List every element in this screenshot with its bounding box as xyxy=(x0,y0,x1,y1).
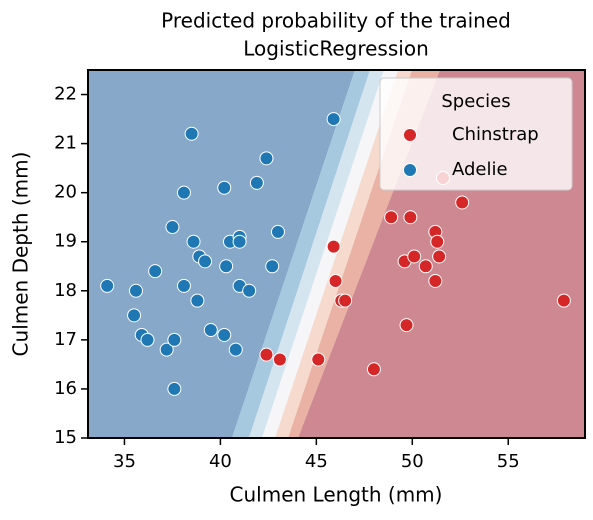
data-point xyxy=(326,112,341,127)
data-point xyxy=(259,347,274,362)
contour-band xyxy=(232,70,370,438)
data-point xyxy=(430,234,445,249)
data-point xyxy=(176,185,191,200)
y-tick-label: 19 xyxy=(54,231,77,252)
x-tick-label: 35 xyxy=(113,451,136,472)
data-point xyxy=(326,239,341,254)
data-point xyxy=(311,352,326,367)
chart-title: Predicted probability of the trained xyxy=(161,9,511,33)
data-point xyxy=(165,220,180,235)
data-point xyxy=(265,259,280,274)
y-tick-label: 17 xyxy=(54,329,77,350)
y-tick-label: 16 xyxy=(54,378,77,399)
legend-label: Adelie xyxy=(452,159,508,180)
contour-band xyxy=(262,70,398,438)
data-point xyxy=(418,259,433,274)
data-point xyxy=(217,327,232,342)
legend-label: Chinstrap xyxy=(452,124,539,145)
data-point xyxy=(219,259,234,274)
data-point xyxy=(249,175,264,190)
y-tick-label: 22 xyxy=(54,84,77,105)
data-point xyxy=(190,293,205,308)
data-point xyxy=(455,195,470,210)
data-point xyxy=(100,278,115,293)
chart-title: LogisticRegression xyxy=(243,37,429,61)
data-point xyxy=(338,293,353,308)
data-point xyxy=(270,224,285,239)
data-point xyxy=(403,210,418,225)
data-point xyxy=(140,332,155,347)
data-point xyxy=(556,293,571,308)
legend-title: Species xyxy=(441,91,510,112)
data-point xyxy=(176,278,191,293)
data-point xyxy=(184,126,199,141)
data-point xyxy=(242,283,257,298)
y-tick-label: 20 xyxy=(54,182,77,203)
legend-marker xyxy=(403,163,417,177)
data-point xyxy=(366,362,381,377)
data-point xyxy=(384,210,399,225)
data-point xyxy=(428,273,443,288)
contour-band xyxy=(249,70,384,438)
data-point xyxy=(167,332,182,347)
legend-marker xyxy=(403,128,417,142)
data-point xyxy=(159,342,174,357)
x-axis-label: Culmen Length (mm) xyxy=(230,483,443,507)
data-point xyxy=(328,273,343,288)
data-point xyxy=(148,264,163,279)
data-point xyxy=(217,180,232,195)
x-tick-label: 55 xyxy=(497,451,520,472)
data-point xyxy=(232,234,247,249)
data-point xyxy=(186,234,201,249)
contour-band xyxy=(88,70,355,438)
data-point xyxy=(127,308,142,323)
y-tick-label: 21 xyxy=(54,133,77,154)
x-tick-label: 45 xyxy=(305,451,328,472)
y-axis-label: Culmen Depth (mm) xyxy=(9,152,33,357)
x-tick-label: 40 xyxy=(209,451,232,472)
legend-box xyxy=(379,77,573,191)
data-point xyxy=(203,323,218,338)
y-tick-label: 18 xyxy=(54,280,77,301)
data-point xyxy=(259,151,274,166)
data-point xyxy=(272,352,287,367)
data-point xyxy=(432,249,447,264)
x-tick-label: 50 xyxy=(401,451,424,472)
contour-band xyxy=(275,70,412,438)
data-point xyxy=(228,342,243,357)
data-point xyxy=(399,318,414,333)
data-point xyxy=(407,249,422,264)
data-point xyxy=(167,381,182,396)
y-tick-label: 15 xyxy=(54,427,77,448)
data-point xyxy=(128,283,143,298)
plot-frame xyxy=(87,69,586,439)
data-point xyxy=(198,254,213,269)
